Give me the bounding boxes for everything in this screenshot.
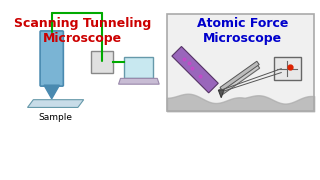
Polygon shape: [172, 46, 218, 93]
FancyBboxPatch shape: [40, 31, 63, 86]
Polygon shape: [218, 90, 224, 98]
Polygon shape: [220, 61, 259, 91]
Bar: [92, 51, 113, 73]
Bar: [274, 57, 300, 80]
Polygon shape: [28, 100, 84, 107]
Polygon shape: [220, 63, 260, 94]
Polygon shape: [44, 85, 60, 99]
Text: Atomic Force
Microscope: Atomic Force Microscope: [197, 17, 288, 45]
Text: Sample: Sample: [39, 113, 73, 122]
Bar: [124, 57, 153, 78]
Text: Scanning Tunneling
Microscope: Scanning Tunneling Microscope: [14, 17, 151, 45]
Polygon shape: [118, 78, 159, 84]
Bar: [167, 14, 314, 111]
